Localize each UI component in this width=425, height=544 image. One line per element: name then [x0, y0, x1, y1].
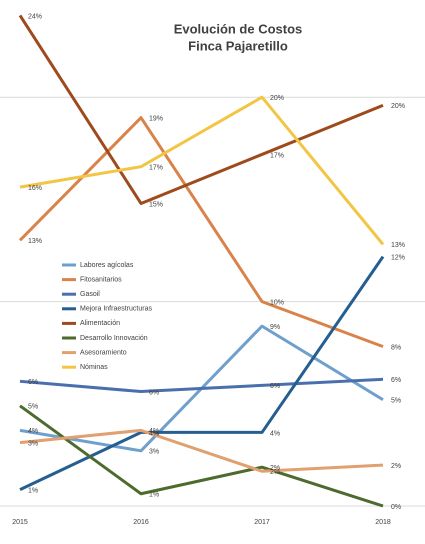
x-tick-label: 2017: [254, 519, 270, 526]
value-label: 2%: [391, 463, 401, 470]
series-line: [19, 95, 385, 246]
value-label: 17%: [149, 165, 163, 172]
legend-label: Asesoramiento: [80, 349, 127, 356]
value-label: 4%: [28, 428, 38, 435]
legend-label: Labores agícolas: [80, 262, 134, 269]
legend-label: Nóminas: [80, 364, 108, 371]
value-label: 17%: [270, 152, 284, 159]
x-tick-label: 2016: [133, 519, 149, 526]
x-tick-label: 2015: [12, 519, 28, 526]
value-label: 4%: [149, 430, 159, 437]
value-label: 0%: [391, 504, 401, 511]
value-label: 10%: [270, 299, 284, 306]
value-label: 5%: [391, 398, 401, 405]
series-line: [19, 404, 384, 508]
value-label: 6%: [391, 377, 401, 384]
value-label: 1%: [149, 492, 159, 499]
series-line: [19, 428, 384, 473]
value-label: 2%: [270, 469, 280, 476]
value-label: 20%: [391, 103, 405, 110]
series-line: [19, 255, 385, 492]
series-line: [19, 377, 384, 394]
value-label: 20%: [270, 95, 284, 102]
value-label: 13%: [391, 242, 405, 249]
chart-title: Evolución de Costos: [174, 21, 303, 36]
legend-label: Gasoil: [80, 291, 100, 298]
legend-label: Fitosanitarios: [80, 276, 122, 283]
value-label: 6%: [149, 389, 159, 396]
value-label: 19%: [149, 115, 163, 122]
value-label: 12%: [391, 254, 405, 261]
legend-label: Alimentación: [80, 320, 120, 327]
value-label: 2%: [270, 465, 280, 472]
value-label: 13%: [28, 238, 42, 245]
value-label: 3%: [28, 440, 38, 447]
value-label: 4%: [270, 430, 280, 437]
series-line: [18, 14, 384, 205]
value-label: 16%: [28, 185, 42, 192]
value-label: 6%: [270, 383, 280, 390]
value-label: 6%: [28, 379, 38, 386]
x-tick-label: 2018: [375, 519, 391, 526]
value-label: 4%: [149, 428, 159, 435]
value-label: 1%: [28, 487, 38, 494]
chart-subtitle: Finca Pajaretillo: [188, 38, 288, 53]
legend-label: Mejora Infraestructuras: [80, 306, 152, 313]
legend-label: Desarrollo Innovación: [80, 335, 148, 342]
value-label: 24%: [28, 13, 42, 20]
value-label: 5%: [28, 404, 38, 411]
value-label: 3%: [149, 449, 159, 456]
value-label: 9%: [270, 324, 280, 331]
series-line: [18, 116, 384, 348]
value-label: 8%: [391, 344, 401, 351]
value-label: 15%: [149, 201, 163, 208]
